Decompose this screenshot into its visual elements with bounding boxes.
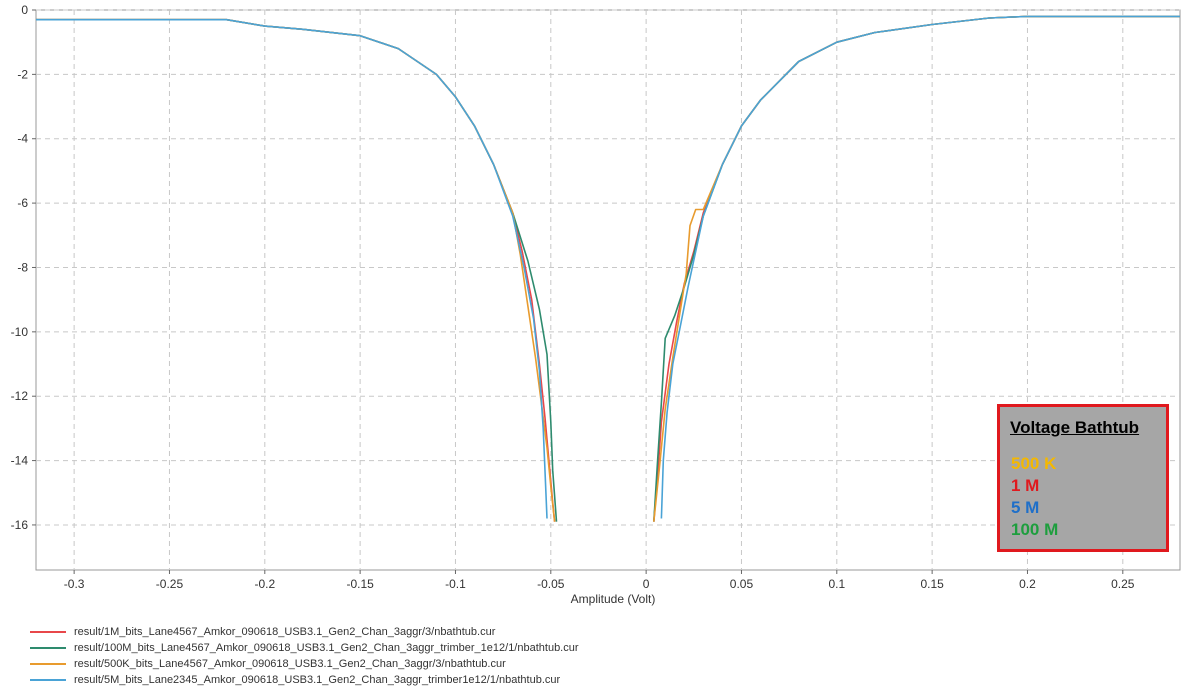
callout-item: 500 K	[1011, 454, 1057, 473]
legend-swatch	[30, 679, 66, 681]
y-tick-label: -8	[17, 260, 28, 274]
x-axis-ticks: -0.3 -0.25 -0.2 -0.15 -0.1 -0.05 0 0.05 0.1 0.15 0…	[64, 570, 1135, 591]
y-tick-label: -4	[17, 132, 28, 146]
bathtub-chart: -0.3 -0.25 -0.2 -0.15 -0.1 -0.05 0 0.05 0.1 0.15 0…	[11, 3, 1181, 606]
y-tick-label: 0	[21, 3, 28, 17]
y-axis-ticks: 0 -2 -4 -6 -8 -10 -12 -14 -16	[11, 3, 36, 532]
y-tick-label: -12	[11, 389, 29, 403]
x-axis-title: Amplitude (Volt)	[571, 592, 656, 606]
callout-item: 5 M	[1011, 498, 1040, 517]
y-tick-label: -14	[11, 454, 29, 468]
legend: result/1M_bits_Lane4567_Amkor_090618_USB…	[30, 624, 579, 688]
callout-item: 1 M	[1011, 476, 1040, 495]
y-tick-label: -6	[17, 196, 28, 210]
legend-label: result/1M_bits_Lane4567_Amkor_090618_USB…	[74, 626, 496, 638]
legend-label: result/5M_bits_Lane2345_Amkor_090618_USB…	[74, 674, 561, 686]
callout-item: 100 M	[1011, 520, 1059, 539]
x-tick-label: -0.3	[64, 577, 85, 591]
series-lines	[36, 15, 1180, 522]
x-tick-label: -0.1	[445, 577, 466, 591]
legend-label: result/100M_bits_Lane4567_Amkor_090618_U…	[74, 642, 579, 654]
y-tick-label: -16	[11, 518, 29, 532]
x-tick-label: -0.15	[346, 577, 374, 591]
x-tick-label: 0.05	[730, 577, 754, 591]
legend-label: result/500K_bits_Lane4567_Amkor_090618_U…	[74, 658, 506, 670]
plot-area	[35, 9, 1181, 571]
grid-lines	[36, 9, 1180, 570]
legend-swatch	[30, 631, 66, 633]
x-tick-label: 0.1	[828, 577, 845, 591]
legend-item: result/500K_bits_Lane4567_Amkor_090618_U…	[30, 656, 579, 672]
legend-item: result/5M_bits_Lane2345_Amkor_090618_USB…	[30, 672, 579, 688]
x-tick-label: 0.25	[1111, 577, 1135, 591]
x-tick-label: 0.15	[920, 577, 944, 591]
callout-items: 500 K 1 M 5 M 100 M	[1011, 453, 1058, 541]
x-tick-label: 0	[643, 577, 650, 591]
x-tick-label: -0.05	[537, 577, 565, 591]
voltage-bathtub-callout: Voltage Bathtub 500 K 1 M 5 M 100 M	[997, 404, 1169, 552]
x-tick-label: -0.25	[156, 577, 184, 591]
legend-swatch	[30, 647, 66, 649]
series-line-4-right	[660, 15, 1180, 519]
series-line-4-left	[36, 18, 548, 519]
y-tick-label: -2	[17, 67, 28, 81]
y-tick-label: -10	[11, 325, 29, 339]
x-tick-label: 0.2	[1019, 577, 1036, 591]
callout-title: Voltage Bathtub	[1010, 418, 1140, 437]
legend-swatch	[30, 663, 66, 665]
x-tick-label: -0.2	[254, 577, 275, 591]
legend-item: result/1M_bits_Lane4567_Amkor_090618_USB…	[30, 624, 579, 640]
legend-item: result/100M_bits_Lane4567_Amkor_090618_U…	[30, 640, 579, 656]
